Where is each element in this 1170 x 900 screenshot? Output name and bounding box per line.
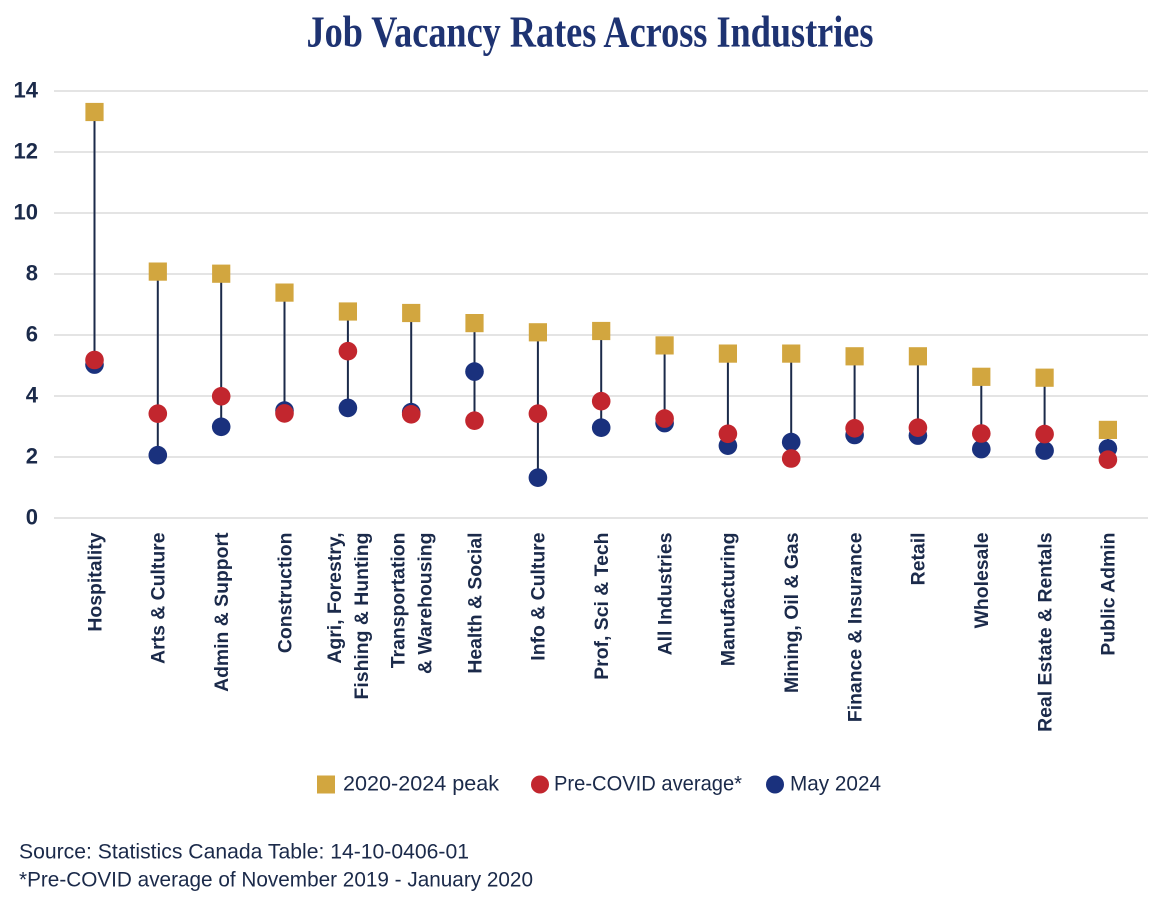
svg-text:Arts & Culture: Arts & Culture: [148, 532, 170, 664]
svg-text:10: 10: [14, 200, 38, 225]
svg-text:8: 8: [26, 261, 38, 286]
svg-text:Hospitality: Hospitality: [84, 532, 106, 631]
svg-text:Source: Statistics Canada Tabl: Source: Statistics Canada Table: 14-10-0…: [19, 841, 469, 864]
svg-text:*Pre-COVID average of November: *Pre-COVID average of November 2019 - Ja…: [19, 869, 533, 892]
svg-text:2020-2024 peak: 2020-2024 peak: [343, 773, 499, 796]
svg-text:May 2024: May 2024: [790, 773, 881, 796]
svg-text:Mining, Oil & Gas: Mining, Oil & Gas: [781, 533, 803, 694]
svg-text:Agri, Forestry,: Agri, Forestry,: [324, 533, 346, 664]
svg-text:Prof, Sci & Tech: Prof, Sci & Tech: [591, 533, 613, 680]
svg-text:Pre-COVID average*: Pre-COVID average*: [554, 773, 742, 796]
svg-text:Construction: Construction: [274, 533, 296, 654]
svg-text:Finance & Insurance: Finance & Insurance: [844, 532, 866, 722]
svg-text:Health & Social: Health & Social: [464, 533, 486, 674]
svg-text:Fishing & Hunting: Fishing & Hunting: [351, 533, 373, 700]
svg-text:0: 0: [26, 505, 38, 530]
svg-text:All Industries: All Industries: [654, 533, 676, 656]
svg-text:14: 14: [14, 78, 39, 103]
svg-text:Manufacturing: Manufacturing: [718, 533, 740, 667]
svg-text:12: 12: [14, 139, 38, 164]
svg-text:Info & Culture: Info & Culture: [528, 532, 550, 660]
svg-text:Job Vacancy Rates Across Indus: Job Vacancy Rates Across Industries: [307, 8, 874, 57]
svg-text:4: 4: [26, 383, 39, 408]
svg-text:Retail: Retail: [908, 533, 930, 586]
svg-text:Public Admin: Public Admin: [1098, 533, 1120, 656]
svg-text:2: 2: [26, 444, 38, 469]
svg-text:& Warehousing: & Warehousing: [414, 533, 436, 674]
svg-text:Wholesale: Wholesale: [971, 532, 993, 628]
svg-text:Real Estate & Rentals: Real Estate & Rentals: [1034, 533, 1056, 732]
svg-text:6: 6: [26, 322, 38, 347]
svg-text:Transportation: Transportation: [387, 533, 409, 669]
svg-text:Admin & Support: Admin & Support: [211, 532, 233, 692]
